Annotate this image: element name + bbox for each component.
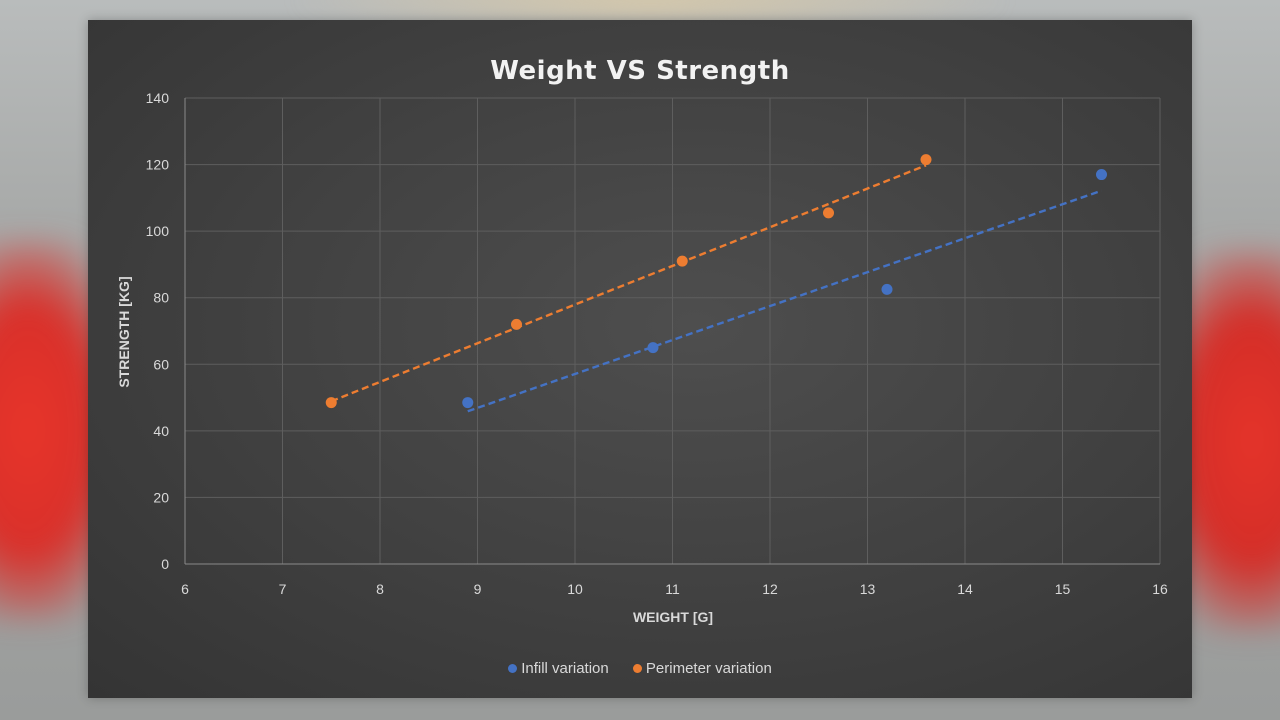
x-tick-label: 12 [762,581,778,597]
scatter-plot: 6 7 8 9 10 11 12 13 14 15 16 0 20 40 60 80 100 120 140 WEI… [116,90,1168,625]
legend-item-infill: Infill variation [508,660,609,677]
legend-marker-perimeter [632,664,642,673]
trendline-series-1 [330,164,927,403]
y-tick-label: 40 [153,423,169,439]
legend-label-perimeter: Perimeter variation [645,660,772,677]
data-point-series-1-4 [920,154,932,166]
x-tick-label: 16 [1152,581,1168,597]
x-tick-label: 13 [860,581,876,597]
legend-item-perimeter: Perimeter variation [632,660,772,677]
data-point-series-0-2 [881,283,893,295]
x-tick-label: 15 [1055,581,1071,597]
data-point-series-0-1 [647,342,659,354]
trendline-series-0 [467,189,1102,413]
trendlines [330,164,1102,413]
legend-marker-infill [508,664,518,673]
y-tick-label: 0 [161,556,169,572]
gridlines [185,97,1161,564]
x-tick-label: 6 [181,581,189,597]
data-point-series-0-0 [462,397,474,409]
x-tick-label: 11 [665,581,680,597]
y-tick-label: 80 [153,290,169,306]
data-point-series-1-1 [511,318,522,330]
y-tick-label: 20 [153,489,169,505]
x-tick-label: 14 [957,581,973,597]
chart-panel: Weight VS Strength 6 7 8 9 10 11 12 13 14 15 16 0 20… [88,20,1192,698]
y-tick-label: 60 [153,356,169,372]
data-points [325,154,1107,409]
x-tick-label: 8 [376,581,384,597]
axes: 6 7 8 9 10 11 12 13 14 15 16 0 20 40 60 80 100 120 140 [146,90,1168,597]
legend-label-infill: Infill variation [521,660,609,677]
data-point-series-0-3 [1096,169,1107,181]
x-tick-label: 7 [279,581,287,597]
x-axis-title: WEIGHT [G] [633,609,713,625]
y-axis-title: STRENGTH [KG] [116,276,132,387]
data-point-series-1-3 [823,207,834,219]
data-point-series-1-0 [325,397,337,409]
y-tick-label: 100 [146,223,170,239]
y-tick-label: 140 [146,90,170,106]
legend: Infill variation Perimeter variation [88,660,1192,677]
x-tick-label: 10 [567,581,583,597]
chart-title: Weight VS Strength [490,56,790,86]
y-tick-label: 120 [146,157,170,173]
x-tick-label: 9 [474,581,482,597]
data-point-series-1-2 [676,255,688,267]
